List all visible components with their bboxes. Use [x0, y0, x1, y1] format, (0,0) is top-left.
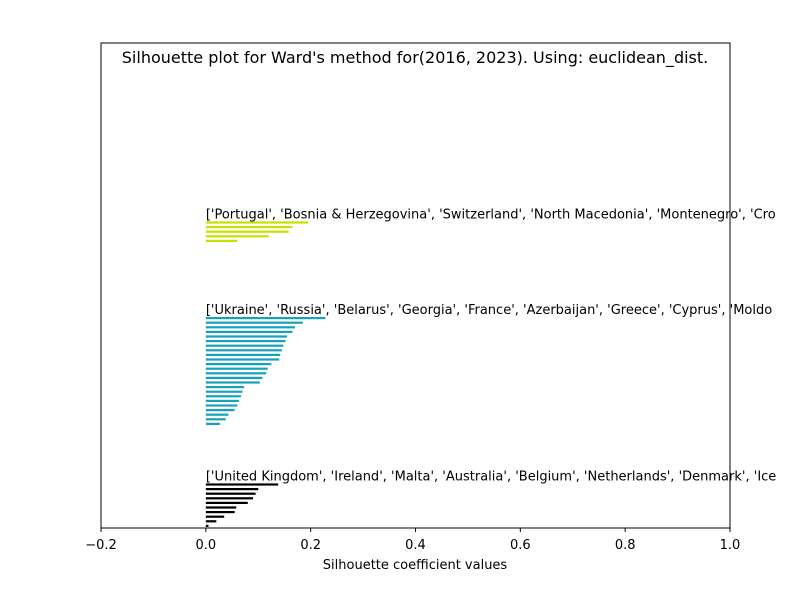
- silhouette-bar: [205, 230, 289, 233]
- silhouette-bar: [205, 363, 272, 366]
- x-axis-label: Silhouette coefficient values: [323, 558, 508, 573]
- silhouette-bar: [205, 221, 309, 224]
- silhouette-bar: [205, 317, 326, 320]
- silhouette-bar: [205, 492, 256, 495]
- silhouette-bar: [205, 344, 284, 347]
- silhouette-bar: [205, 524, 209, 527]
- cluster-labels-layer: ['United Kingdom', 'Ireland', 'Malta', '…: [206, 207, 776, 484]
- silhouette-bar: [205, 358, 280, 361]
- silhouette-bar: [205, 409, 235, 412]
- silhouette-bar: [205, 239, 238, 242]
- silhouette-bar: [205, 321, 303, 324]
- cluster-label: ['United Kingdom', 'Ireland', 'Malta', '…: [206, 469, 776, 484]
- silhouette-bar: [205, 235, 269, 238]
- silhouette-bar: [205, 488, 259, 491]
- silhouette-bar: [205, 330, 293, 333]
- silhouette-bar: [205, 349, 282, 352]
- silhouette-bar: [205, 418, 226, 421]
- silhouette-bar: [205, 367, 268, 370]
- x-tick-label: 0.0: [195, 538, 216, 553]
- silhouette-bar: [205, 372, 267, 375]
- silhouette-bar: [205, 404, 238, 407]
- silhouette-bar: [205, 390, 243, 393]
- silhouette-bar: [205, 386, 245, 389]
- x-tick-label: 0.2: [300, 538, 321, 553]
- silhouette-bar: [205, 501, 248, 504]
- silhouette-bar: [205, 340, 286, 343]
- cluster-label: ['Portugal', 'Bosnia & Herzegovina', 'Sw…: [206, 207, 776, 222]
- silhouette-bar: [205, 381, 260, 384]
- bars-layer: [205, 221, 326, 527]
- silhouette-bar: [205, 520, 217, 523]
- chart-title: Silhouette plot for Ward's method for(20…: [122, 48, 708, 68]
- silhouette-bar: [205, 376, 263, 379]
- cluster-label: ['Ukraine', 'Russia', 'Belarus', 'Georgi…: [206, 303, 772, 318]
- silhouette-bar: [205, 422, 220, 425]
- silhouette-bar: [205, 515, 225, 518]
- x-tick-label: 0.8: [615, 538, 636, 553]
- x-tick-label: 1.0: [720, 538, 741, 553]
- x-tick-label: 0.6: [510, 538, 531, 553]
- plot-frame: [100, 42, 731, 529]
- silhouette-bar: [205, 335, 288, 338]
- silhouette-bar: [205, 226, 293, 229]
- x-tick-label: 0.4: [405, 538, 426, 553]
- silhouette-bar: [205, 395, 241, 398]
- silhouette-bar: [205, 399, 239, 402]
- silhouette-bar: [205, 353, 281, 356]
- x-tick-label: −0.2: [85, 538, 117, 553]
- silhouette-bar: [205, 506, 237, 509]
- silhouette-bar: [205, 511, 235, 514]
- silhouette-bar: [205, 497, 254, 500]
- silhouette-bar: [205, 326, 295, 329]
- silhouette-bar: [205, 483, 279, 486]
- silhouette-bar: [205, 413, 229, 416]
- x-axis-ticks: −0.2 0.0 0.2 0.4 0.6 0.8 1.0: [85, 528, 740, 553]
